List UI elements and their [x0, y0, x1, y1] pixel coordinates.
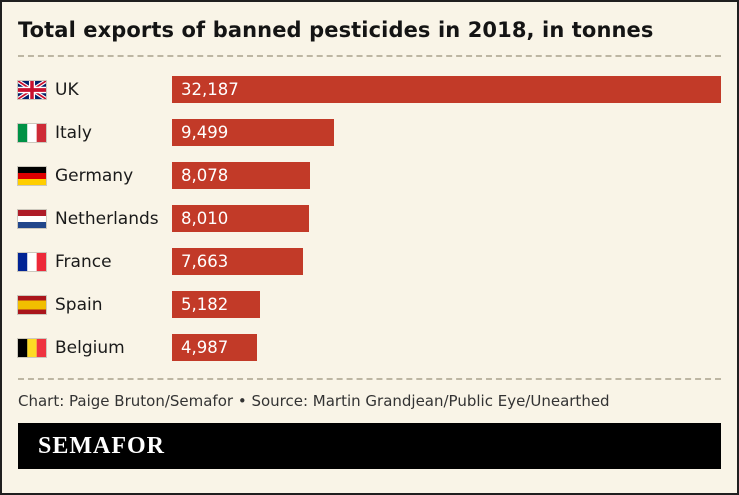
bar-track: 9,499 — [172, 119, 721, 146]
chart-row: France 7,663 — [17, 240, 721, 283]
bar-track: 8,078 — [172, 162, 721, 189]
semafor-logo: SEMAFOR — [38, 432, 165, 459]
bar: 32,187 — [172, 76, 721, 103]
bar: 4,987 — [172, 334, 258, 361]
chart-row: UK 32,187 — [17, 68, 721, 111]
country-label: Belgium — [55, 337, 125, 358]
belgium-flag-icon — [17, 337, 47, 358]
uk-flag-icon — [17, 79, 47, 100]
chart-row: Germany 8,078 — [17, 154, 721, 197]
chart-row: Italy 9,499 — [17, 111, 721, 154]
bar-value: 9,499 — [181, 123, 229, 142]
country-label: Italy — [55, 122, 92, 143]
bar-track: 4,987 — [172, 334, 721, 361]
france-flag-icon — [17, 251, 47, 272]
bar: 7,663 — [172, 248, 303, 275]
bar-value: 4,987 — [181, 338, 229, 357]
italy-flag-icon — [17, 122, 47, 143]
bar: 5,182 — [172, 291, 261, 318]
netherlands-flag-icon — [17, 208, 47, 229]
bar-track: 32,187 — [172, 76, 721, 103]
bar: 8,078 — [172, 162, 310, 189]
bar-track: 7,663 — [172, 248, 721, 275]
bar: 9,499 — [172, 119, 334, 146]
country-label: UK — [55, 79, 79, 100]
germany-flag-icon — [17, 165, 47, 186]
semafor-banner: SEMAFOR — [18, 423, 721, 469]
bar-value: 32,187 — [181, 80, 239, 99]
bar-track: 5,182 — [172, 291, 721, 318]
bar-value: 7,663 — [181, 252, 229, 271]
bar-value: 5,182 — [181, 295, 229, 314]
divider-bottom — [18, 378, 721, 380]
bar: 8,010 — [172, 205, 309, 232]
country-label: France — [55, 251, 112, 272]
bar-chart: UK 32,187 Italy 9,499 Germany 8,078 Netherland… — [17, 57, 721, 378]
spain-flag-icon — [17, 294, 47, 315]
chart-title: Total exports of banned pesticides in 20… — [18, 18, 654, 42]
country-label: Spain — [55, 294, 103, 315]
chart-row: Netherlands 8,010 — [17, 197, 721, 240]
country-label: Germany — [55, 165, 134, 186]
country-label: Netherlands — [55, 208, 159, 229]
bar-value: 8,010 — [181, 209, 229, 228]
bar-value: 8,078 — [181, 166, 229, 185]
chart-row: Belgium 4,987 — [17, 326, 721, 369]
divider-top — [18, 55, 721, 57]
bar-track: 8,010 — [172, 205, 721, 232]
credit-line: Chart: Paige Bruton/Semafor • Source: Ma… — [18, 392, 610, 410]
chart-row: Spain 5,182 — [17, 283, 721, 326]
